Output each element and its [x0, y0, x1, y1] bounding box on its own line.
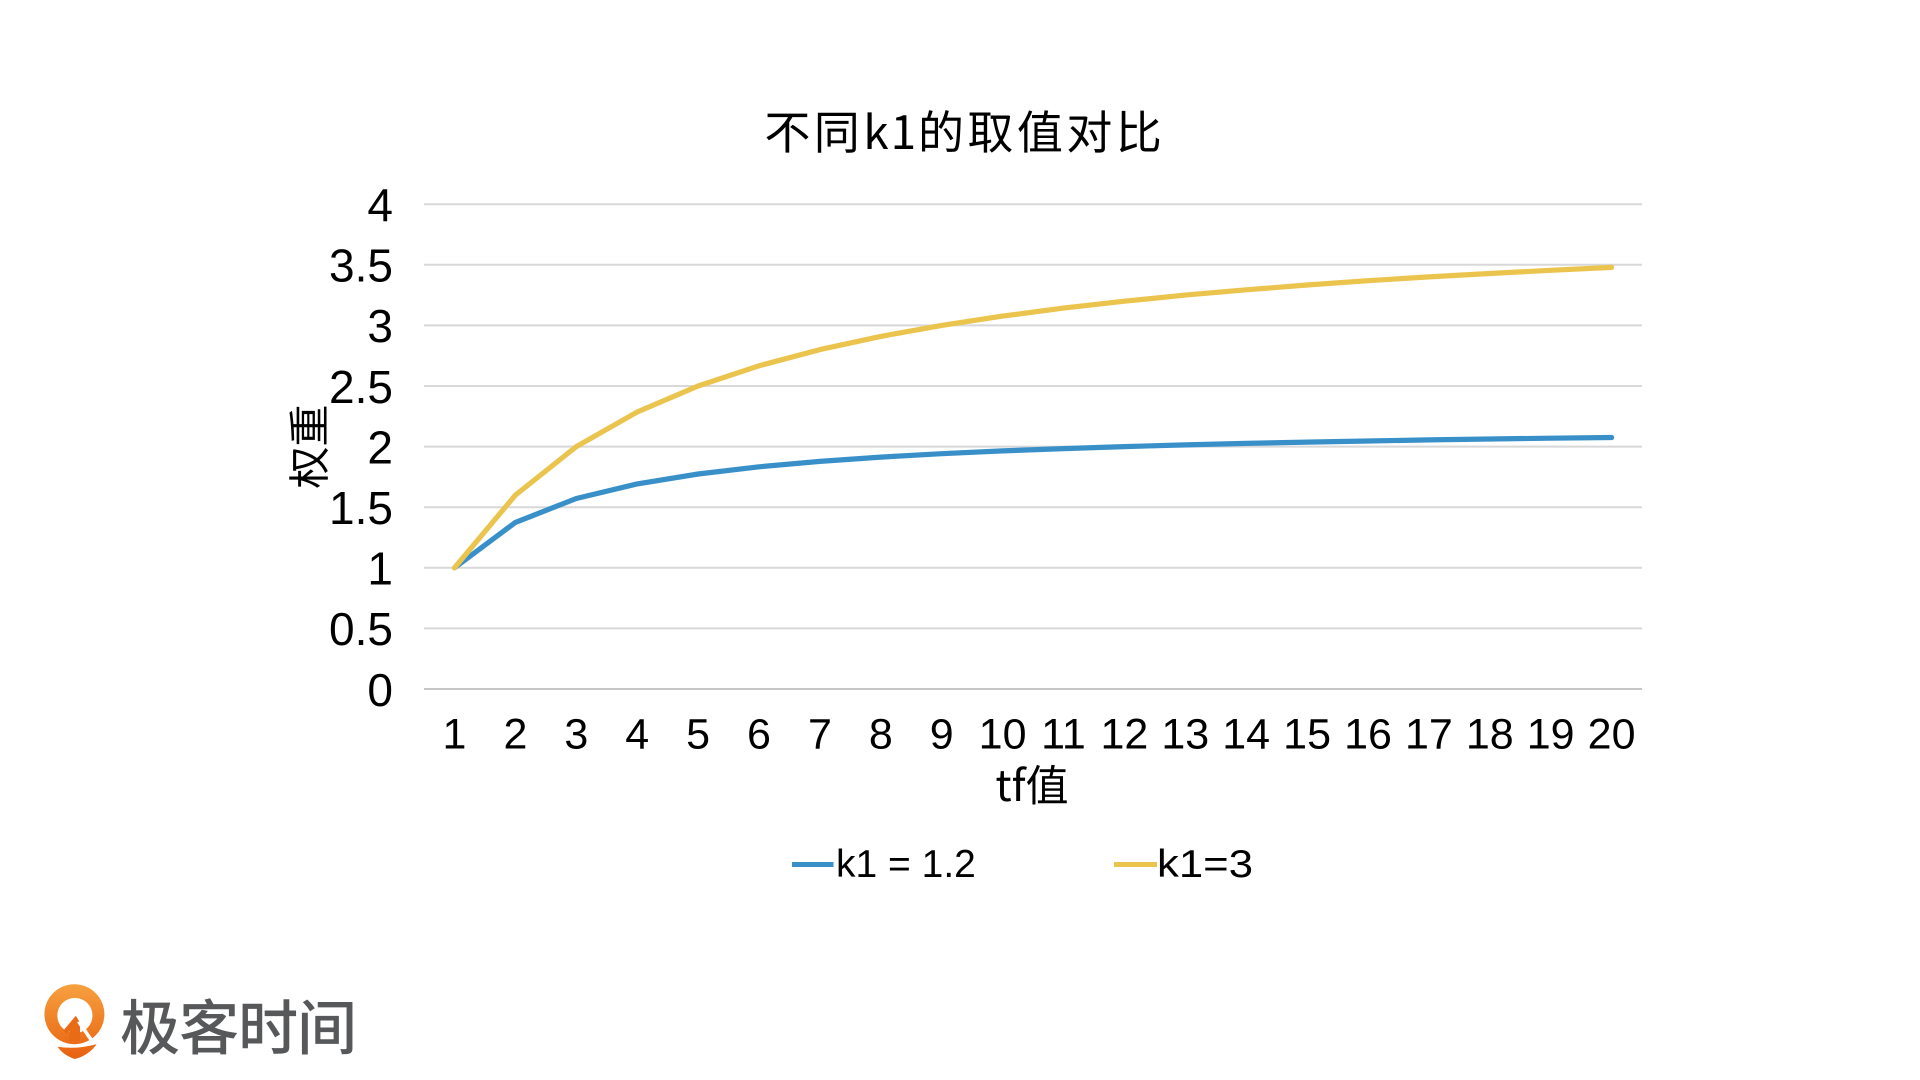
svg-text:6: 6 — [747, 711, 771, 759]
svg-text:9: 9 — [930, 711, 954, 759]
svg-text:2: 2 — [503, 711, 527, 759]
svg-text:5: 5 — [686, 711, 710, 759]
svg-text:k1=3: k1=3 — [1157, 843, 1253, 886]
svg-text:19: 19 — [1527, 711, 1575, 759]
svg-text:3.5: 3.5 — [329, 240, 393, 292]
svg-text:12: 12 — [1100, 711, 1148, 759]
svg-text:1.5: 1.5 — [329, 482, 393, 534]
svg-text:16: 16 — [1344, 711, 1392, 759]
svg-text:3: 3 — [367, 300, 393, 352]
svg-text:1: 1 — [367, 543, 393, 595]
svg-text:11: 11 — [1041, 711, 1086, 759]
svg-text:8: 8 — [869, 711, 893, 759]
svg-text:0.5: 0.5 — [329, 603, 393, 655]
svg-text:7: 7 — [808, 711, 832, 759]
svg-text:2: 2 — [367, 421, 393, 473]
svg-text:15: 15 — [1283, 711, 1331, 759]
svg-text:3: 3 — [564, 711, 588, 759]
svg-text:4: 4 — [367, 179, 393, 231]
svg-text:14: 14 — [1222, 711, 1270, 759]
svg-text:k1 = 1.2: k1 = 1.2 — [836, 843, 976, 886]
svg-text:17: 17 — [1405, 711, 1453, 759]
svg-text:2.5: 2.5 — [329, 361, 393, 413]
svg-text:0: 0 — [367, 664, 393, 716]
svg-text:20: 20 — [1588, 711, 1636, 759]
svg-text:13: 13 — [1161, 711, 1209, 759]
svg-text:4: 4 — [625, 711, 649, 759]
svg-text:18: 18 — [1466, 711, 1514, 759]
svg-text:1: 1 — [443, 711, 467, 759]
svg-text:10: 10 — [979, 711, 1027, 759]
